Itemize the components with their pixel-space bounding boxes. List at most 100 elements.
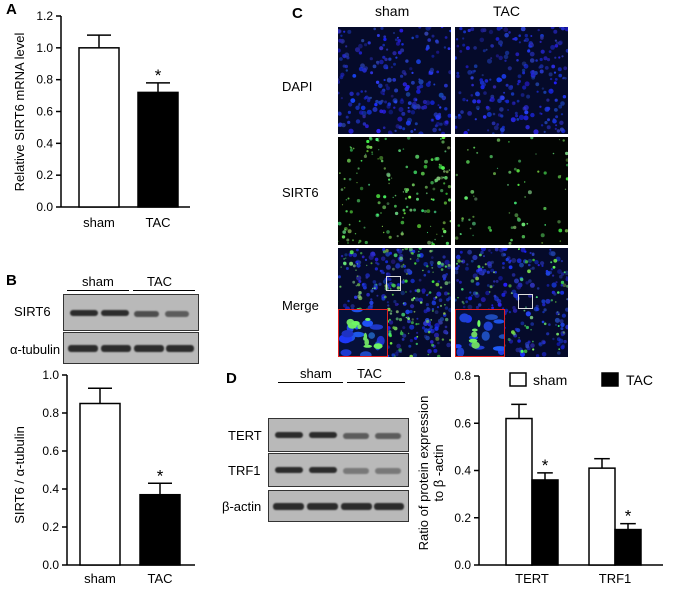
band: [101, 345, 131, 352]
legend-swatch-tac: [601, 372, 619, 387]
y-axis-label-line2: to β -actin: [431, 444, 446, 501]
band: [165, 311, 189, 317]
y-tick-label: 0.0: [36, 200, 53, 214]
x-tick-label: sham: [84, 571, 116, 586]
band: [309, 467, 337, 473]
blot-b-sirt6-strip: [63, 294, 199, 331]
significance-star: *: [542, 456, 549, 475]
blot-d-tert-strip: [268, 418, 409, 452]
band: [343, 468, 369, 474]
bar-trf1-tac: [614, 528, 642, 566]
x-tick-label: TAC: [145, 215, 170, 230]
y-tick-label: 0.2: [36, 168, 53, 182]
y-tick-label: 0.6: [454, 416, 471, 430]
micrograph-sirt6-sham: [338, 137, 451, 245]
band: [275, 467, 303, 473]
bar-trf1-sham: [588, 467, 616, 566]
band: [275, 432, 303, 438]
micrograph-sirt6-tac: [455, 137, 568, 245]
blot-b-row-tubulin: α-tubulin: [10, 342, 61, 357]
legend-label-sham: sham: [533, 372, 567, 388]
y-axis-label: SIRT6 / α-tubulin: [12, 426, 27, 524]
significance-star: *: [625, 507, 632, 526]
blot-b-sham-bracket: [67, 290, 129, 291]
chart-d: 0.0 0.2 0.4 0.6 0.8 * TERT * TRF1 sham TAC Ratio of…: [416, 369, 663, 586]
band: [101, 310, 129, 316]
blot-b-tubulin-strip: [63, 332, 199, 364]
bar-tert-sham: [505, 417, 533, 566]
y-tick-label: 0.2: [42, 520, 59, 534]
zoom-inset: [338, 309, 388, 357]
blot-b-tac-bracket: [133, 290, 195, 291]
legend-label-tac: TAC: [626, 372, 653, 388]
x-tick-label: TAC: [147, 571, 172, 586]
panel-letter-a: A: [6, 1, 17, 18]
micrograph-dapi-sham: [338, 27, 451, 134]
blot-d-trf1-strip: [268, 453, 409, 487]
bar-tert-tac: [531, 479, 559, 566]
blot-d-actin-strip: [268, 490, 409, 522]
y-tick-label: 0.8: [42, 406, 59, 420]
zoom-region-box: [386, 276, 401, 291]
micrograph-dapi-tac: [455, 27, 568, 134]
bar-sham: [79, 402, 121, 566]
y-tick-label: 0.4: [42, 482, 59, 496]
panel-letter-c: C: [292, 5, 303, 22]
y-tick-label: 0.4: [454, 464, 471, 478]
band: [134, 311, 159, 317]
y-tick-label: 0.8: [454, 369, 471, 383]
band: [307, 503, 338, 510]
blot-d-row-actin: β-actin: [222, 499, 262, 514]
bar-tac: [137, 91, 179, 208]
significance-star: *: [155, 66, 162, 85]
blot-d-row-trf1: TRF1: [228, 463, 261, 478]
zoom-region-box: [518, 294, 533, 309]
blot-d-tac-bracket: [347, 382, 405, 383]
panel-letter-d: D: [226, 370, 237, 387]
band: [166, 345, 194, 352]
legend-swatch-sham: [509, 372, 527, 387]
x-tick-label: sham: [83, 215, 115, 230]
band: [375, 468, 401, 474]
y-tick-label: 0.0: [454, 558, 471, 572]
x-tick-label: TERT: [515, 571, 549, 586]
significance-star: *: [157, 466, 164, 485]
micro-col-sham: sham: [375, 3, 410, 19]
micro-row-sirt6: SIRT6: [282, 185, 319, 200]
x-tick-label: TRF1: [599, 571, 632, 586]
y-tick-label: 0.2: [454, 511, 471, 525]
band: [309, 432, 337, 438]
band: [68, 345, 98, 352]
y-axis-label-line1: Ratio of protein expression: [416, 396, 431, 551]
y-tick-label: 1.2: [36, 9, 53, 23]
band: [70, 310, 98, 316]
bar-tac: [139, 493, 181, 566]
micrograph-merge-sham: [338, 248, 451, 357]
chart-a: 0.0 0.2 0.4 0.6 0.8 1.0 1.2 sham TAC * Relative SI…: [12, 9, 190, 230]
band: [341, 503, 372, 510]
y-tick-label: 1.0: [36, 41, 53, 55]
blot-b-label-sham: sham: [82, 274, 114, 289]
y-tick-label: 0.4: [36, 136, 53, 150]
band: [374, 503, 404, 510]
blot-b-row-sirt6: SIRT6: [14, 304, 51, 319]
band: [273, 503, 304, 510]
y-tick-label: 0.8: [36, 73, 53, 87]
band: [134, 345, 164, 352]
y-axis-label: Relative SIRT6 mRNA level: [12, 33, 27, 192]
micro-row-dapi: DAPI: [282, 79, 313, 94]
chart-b: 0.0 0.2 0.4 0.6 0.8 1.0 sham TAC * SIRT6 / α-tubu…: [12, 368, 195, 586]
blot-d-label-tac: TAC: [357, 366, 383, 381]
blot-d-sham-bracket: [278, 382, 343, 383]
bar-sham: [78, 47, 120, 208]
micrograph-merge-tac: [455, 248, 568, 357]
band: [375, 433, 401, 439]
y-tick-label: 0.6: [42, 444, 59, 458]
micro-col-tac: TAC: [493, 3, 520, 19]
micro-row-merge: Merge: [282, 298, 319, 313]
y-tick-label: 1.0: [42, 368, 59, 382]
band: [343, 433, 369, 439]
zoom-inset: [455, 309, 505, 357]
blot-d-row-tert: TERT: [228, 428, 262, 443]
blot-b-label-tac: TAC: [147, 274, 173, 289]
